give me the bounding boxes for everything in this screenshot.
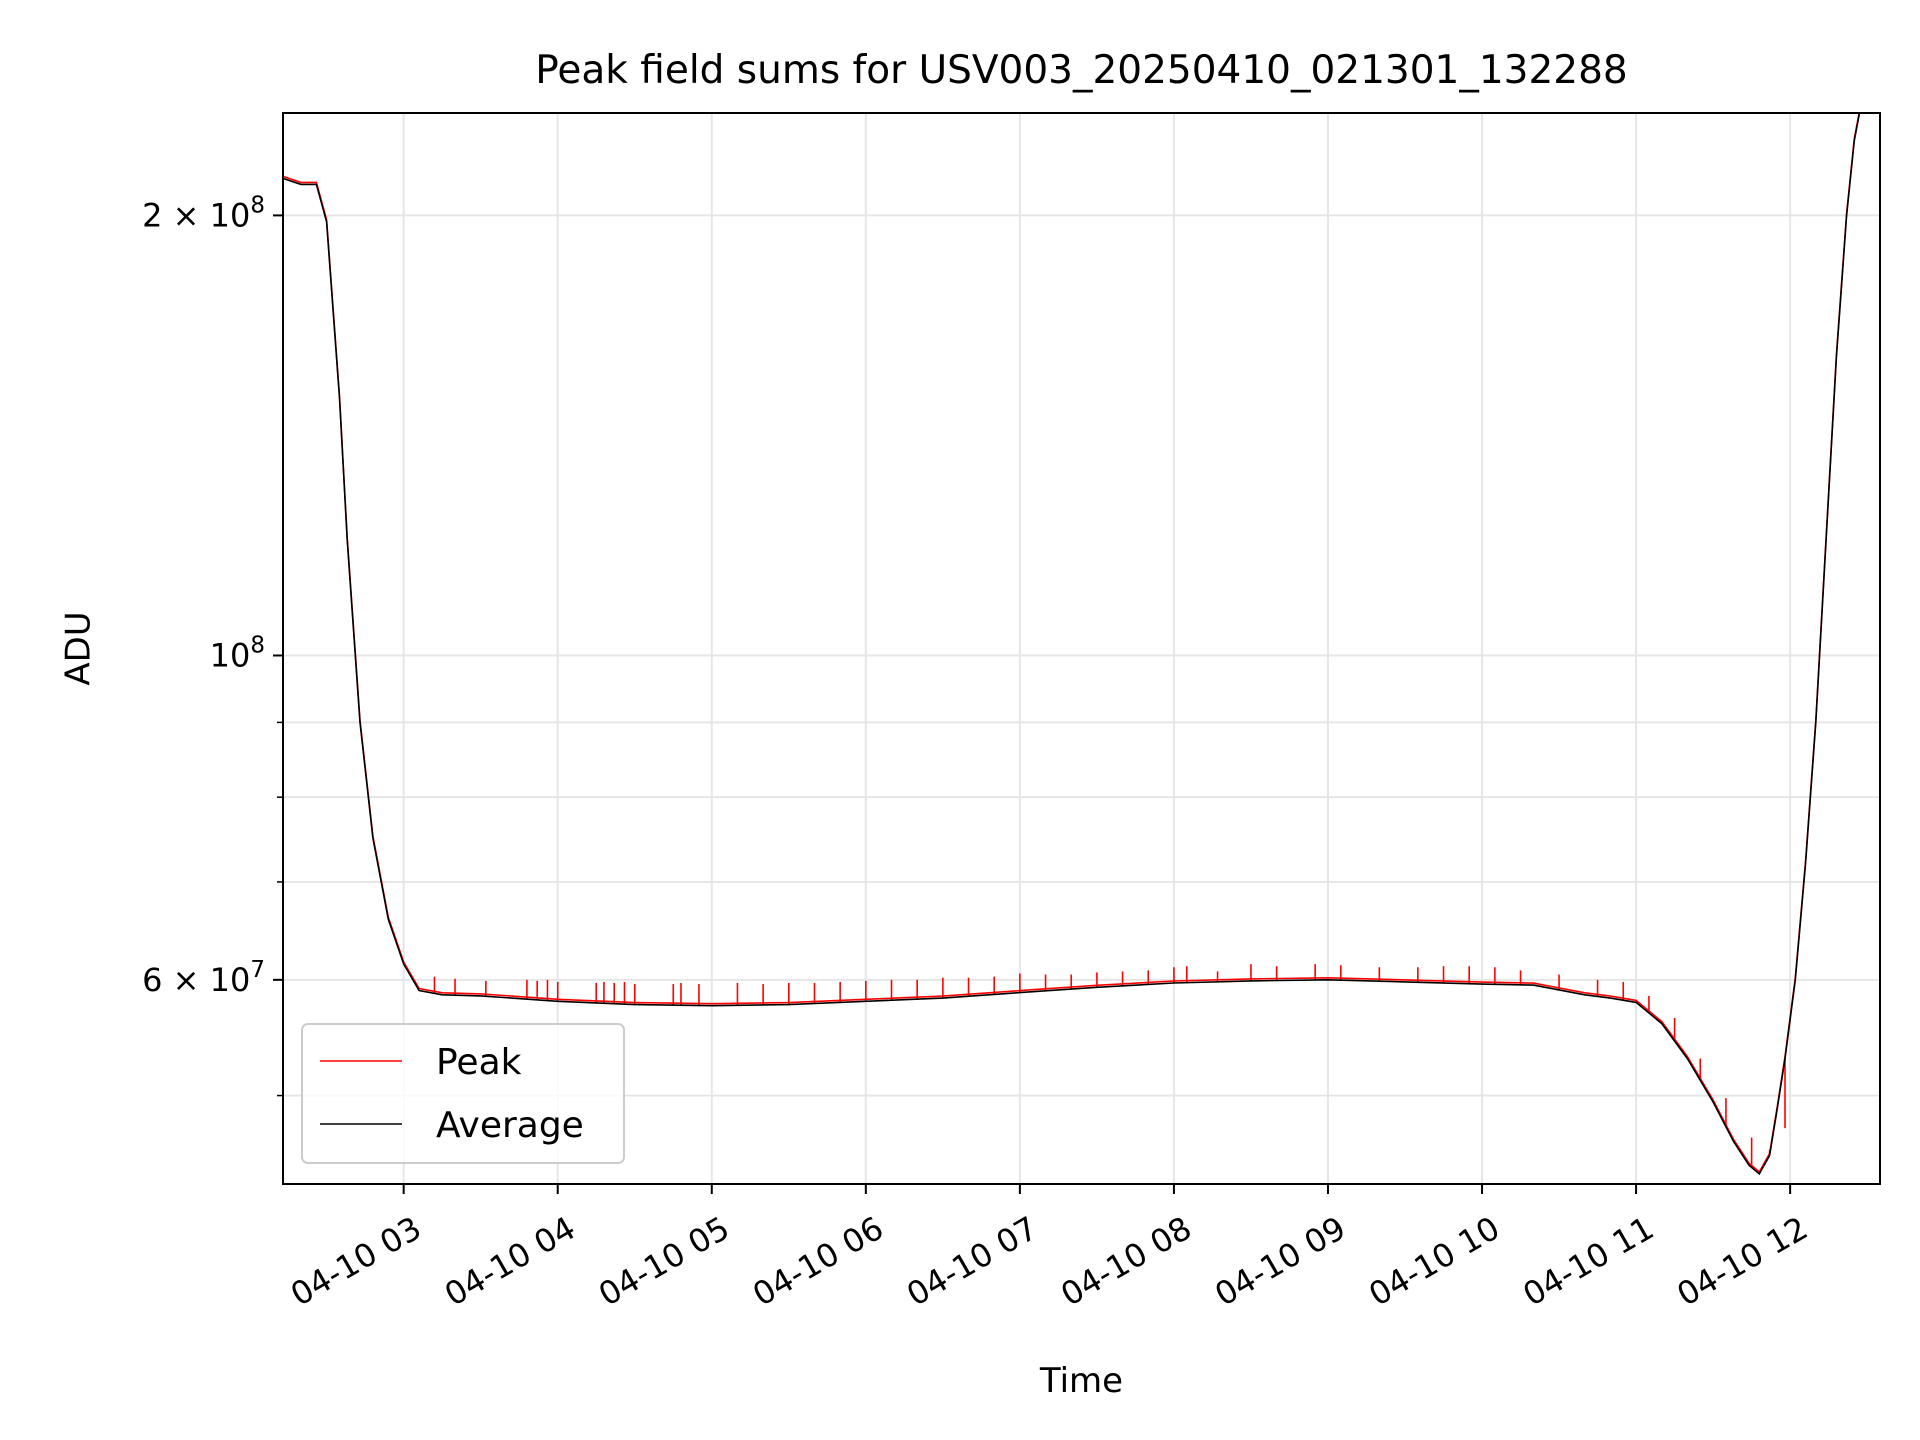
grid-lines — [283, 113, 1880, 1184]
plot-frame — [282, 112, 1881, 1185]
y-axis: 2 × 108 108 6 × 107 — [142, 192, 283, 1097]
legend: Peak Average — [301, 1023, 625, 1164]
x-axis-label: Time — [1039, 1361, 1123, 1401]
legend-label-peak: Peak — [436, 1042, 522, 1083]
y-axis-label: ADU — [59, 611, 99, 685]
y-tick-label: 2 × 108 — [142, 192, 265, 234]
chart-title: Peak field sums for USV003_20250410_0213… — [535, 48, 1628, 93]
series-layer — [283, 113, 1861, 1176]
legend-label-average: Average — [436, 1105, 584, 1146]
y-tick-label: 108 — [210, 632, 265, 674]
y-tick-label: 6 × 107 — [142, 957, 265, 999]
series-line-average — [283, 113, 1861, 1176]
legend-box — [301, 1023, 625, 1164]
